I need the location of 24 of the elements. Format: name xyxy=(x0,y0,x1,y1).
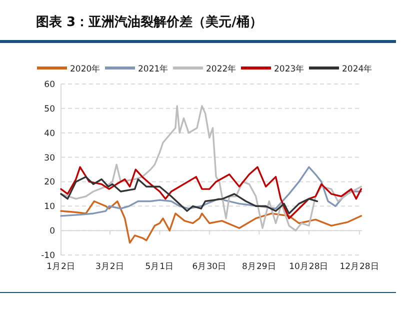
x-tick-label: 10月28日 xyxy=(289,262,329,272)
y-tick-label: 60 xyxy=(44,80,55,90)
y-tick-label: 50 xyxy=(44,104,55,114)
chart-title: 图表 3：亚洲汽油裂解价差（美元/桶） xyxy=(36,14,262,30)
x-tick-label: 12月28日 xyxy=(340,262,380,272)
legend-label: 2024年 xyxy=(342,64,373,74)
y-tick-label: 20 xyxy=(44,178,55,188)
y-tick-label: 30 xyxy=(44,153,55,164)
x-tick-label: 6月30日 xyxy=(192,262,227,272)
line-series xyxy=(60,176,318,214)
legend-label: 2021年 xyxy=(138,64,169,74)
y-tick-label: 10 xyxy=(44,202,55,212)
legend-label: 2022年 xyxy=(206,64,237,74)
x-tick-label: 3月2日 xyxy=(96,262,124,272)
y-tick-label: 0 xyxy=(50,226,55,237)
line-series xyxy=(60,105,362,232)
x-tick-label: 8月29日 xyxy=(242,262,276,272)
legend-label: 2023年 xyxy=(274,64,305,74)
x-tick-label: 5月1日 xyxy=(145,262,174,272)
x-tick-label: 1月2日 xyxy=(46,262,76,272)
y-tick-label: -10 xyxy=(41,251,55,261)
y-tick-label: 40 xyxy=(44,128,55,139)
legend-label: 2020年 xyxy=(70,64,101,74)
line-series xyxy=(60,200,362,244)
